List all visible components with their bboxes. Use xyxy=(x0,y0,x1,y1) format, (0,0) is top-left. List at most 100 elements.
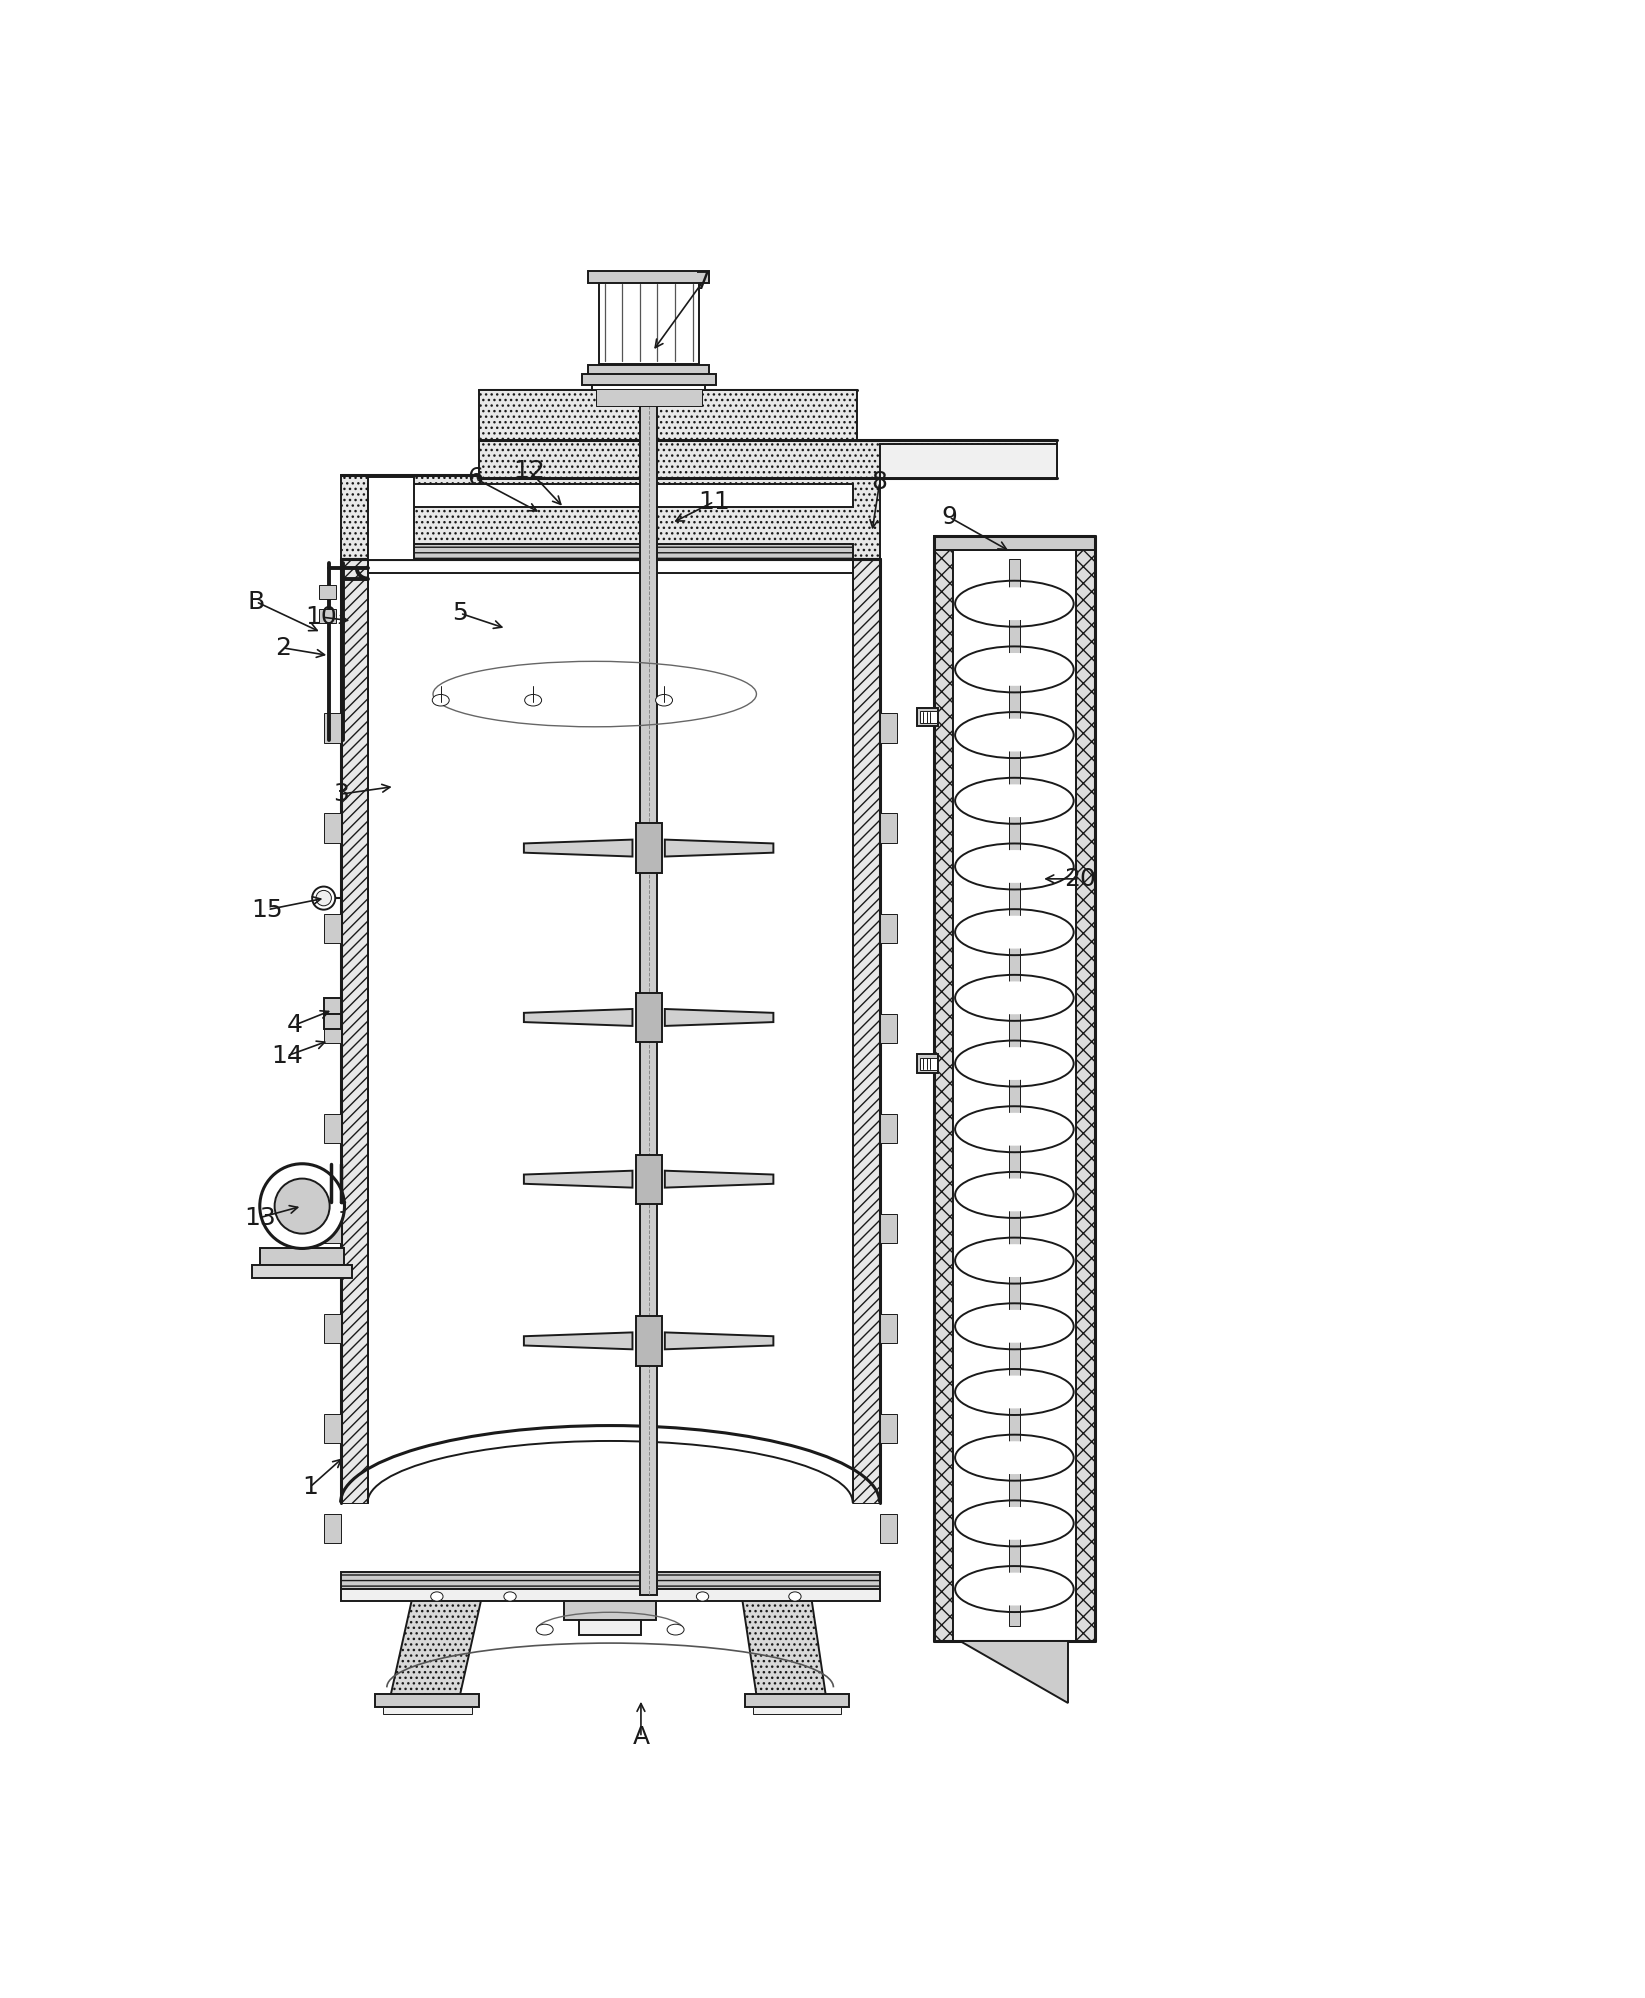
Ellipse shape xyxy=(964,1311,1064,1343)
Bar xyxy=(599,280,699,364)
Bar xyxy=(341,1572,880,1588)
Ellipse shape xyxy=(964,849,1064,883)
Text: 13: 13 xyxy=(243,1205,276,1229)
Text: 6: 6 xyxy=(467,466,484,490)
Ellipse shape xyxy=(536,1624,553,1634)
Bar xyxy=(880,444,1056,478)
Bar xyxy=(880,1113,897,1143)
Ellipse shape xyxy=(260,1163,344,1249)
Bar xyxy=(367,543,852,559)
Bar xyxy=(1076,535,1096,1640)
Bar xyxy=(341,476,880,559)
Bar xyxy=(595,390,702,406)
Bar xyxy=(324,713,341,743)
Bar xyxy=(745,1694,849,1708)
Bar xyxy=(880,713,897,743)
Ellipse shape xyxy=(964,915,1064,949)
Bar xyxy=(324,1013,341,1029)
Bar xyxy=(564,1600,656,1620)
Bar xyxy=(880,1215,897,1243)
Bar xyxy=(592,384,704,390)
Text: 20: 20 xyxy=(1064,867,1096,891)
Bar xyxy=(635,1155,661,1205)
Text: 15: 15 xyxy=(252,897,283,921)
Polygon shape xyxy=(523,1171,632,1187)
Ellipse shape xyxy=(696,1592,709,1600)
Bar xyxy=(916,1055,938,1073)
Bar xyxy=(587,364,709,376)
Ellipse shape xyxy=(964,1572,1064,1606)
Ellipse shape xyxy=(964,1441,1064,1475)
Bar xyxy=(479,390,857,440)
Bar xyxy=(324,1315,341,1343)
Bar xyxy=(324,1013,341,1043)
Ellipse shape xyxy=(964,1506,1064,1540)
Bar xyxy=(920,1057,936,1069)
Ellipse shape xyxy=(964,1245,1064,1277)
Bar xyxy=(880,1514,897,1542)
Bar xyxy=(319,609,336,623)
Bar xyxy=(635,993,661,1043)
Polygon shape xyxy=(523,1333,632,1349)
Bar xyxy=(324,999,341,1013)
Polygon shape xyxy=(523,1009,632,1025)
Bar xyxy=(367,478,415,559)
Text: 5: 5 xyxy=(452,601,467,625)
Text: 1: 1 xyxy=(303,1475,317,1498)
Bar xyxy=(260,1249,344,1265)
Polygon shape xyxy=(665,839,773,857)
Text: 3: 3 xyxy=(332,781,349,805)
Bar xyxy=(1008,559,1020,1626)
Bar xyxy=(640,390,656,1594)
Ellipse shape xyxy=(964,719,1064,751)
Bar xyxy=(753,1706,841,1714)
Ellipse shape xyxy=(275,1179,329,1233)
Bar xyxy=(375,1694,479,1708)
Bar xyxy=(587,270,709,284)
Bar xyxy=(324,1113,341,1143)
Ellipse shape xyxy=(964,587,1064,619)
Text: 4: 4 xyxy=(286,1013,303,1037)
Bar xyxy=(635,823,661,873)
Ellipse shape xyxy=(525,695,541,705)
Bar xyxy=(324,813,341,843)
Bar xyxy=(635,1317,661,1365)
Bar xyxy=(324,913,341,943)
Ellipse shape xyxy=(656,695,673,705)
Bar xyxy=(319,585,336,599)
Polygon shape xyxy=(961,1640,1068,1702)
Ellipse shape xyxy=(313,887,336,909)
Bar xyxy=(341,1588,880,1600)
Ellipse shape xyxy=(668,1624,684,1634)
Bar xyxy=(880,1013,897,1043)
Bar xyxy=(324,1215,341,1243)
Bar xyxy=(479,440,1056,478)
Polygon shape xyxy=(740,1590,826,1694)
Bar xyxy=(341,559,367,1502)
Bar xyxy=(880,813,897,843)
Polygon shape xyxy=(665,1171,773,1187)
Bar xyxy=(367,484,852,507)
Ellipse shape xyxy=(964,981,1064,1015)
Bar xyxy=(916,707,938,727)
Ellipse shape xyxy=(790,1592,801,1600)
Bar xyxy=(880,913,897,943)
Polygon shape xyxy=(665,1333,773,1349)
Bar xyxy=(952,549,1076,1640)
Bar xyxy=(324,1514,341,1542)
Ellipse shape xyxy=(316,891,331,905)
Ellipse shape xyxy=(964,785,1064,817)
Bar xyxy=(934,535,952,1640)
Text: B: B xyxy=(247,589,265,613)
Bar xyxy=(920,711,936,723)
Ellipse shape xyxy=(964,1375,1064,1409)
Text: 7: 7 xyxy=(694,270,711,294)
Bar xyxy=(880,1415,897,1443)
Ellipse shape xyxy=(433,695,449,705)
Ellipse shape xyxy=(964,653,1064,685)
Text: 9: 9 xyxy=(941,505,957,529)
Bar xyxy=(383,1706,472,1714)
Text: 12: 12 xyxy=(513,460,544,484)
Bar xyxy=(582,374,716,384)
Bar xyxy=(852,559,880,1502)
